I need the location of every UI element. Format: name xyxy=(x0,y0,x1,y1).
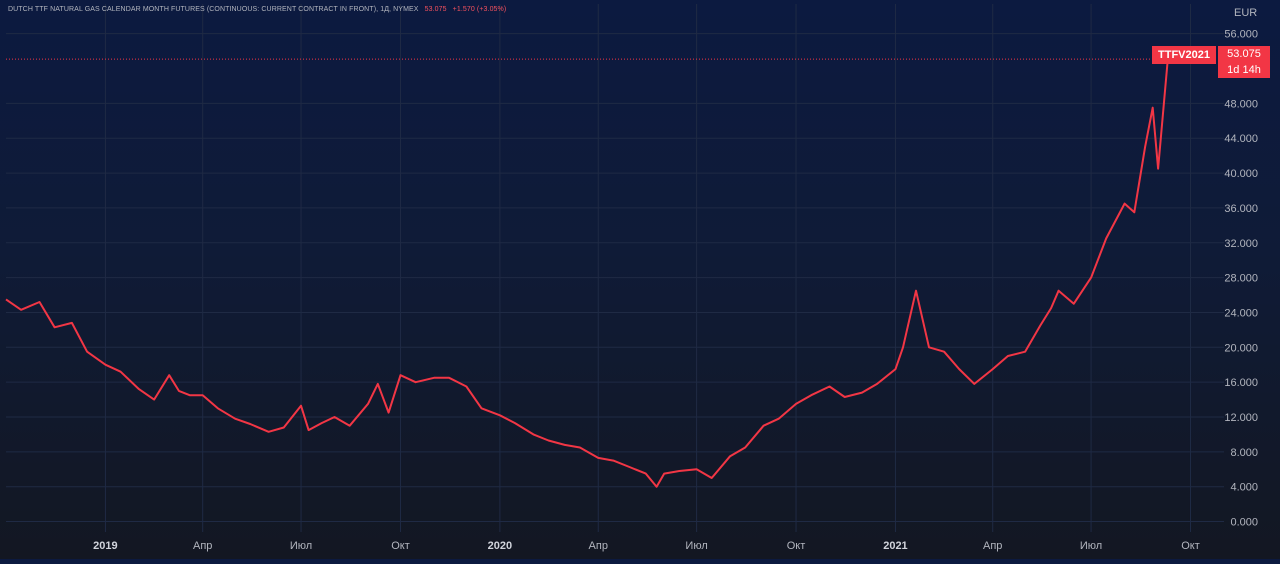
y-tick-label: 28.000 xyxy=(1224,273,1258,285)
symbol-price-tag: TTFV2021 xyxy=(1152,46,1216,64)
y-tick-label: 40.000 xyxy=(1224,168,1258,180)
price-change: +1.570 (+3.05%) xyxy=(452,6,507,13)
x-tick-label: Окт xyxy=(1181,540,1200,552)
last-price-tag: 53.075 1d 14h xyxy=(1218,46,1270,78)
y-tick-label: 48.000 xyxy=(1224,98,1258,110)
chart-title: DUTCH TTF NATURAL GAS CALENDAR MONTH FUT… xyxy=(8,6,506,13)
x-tick-label: Апр xyxy=(983,540,1002,552)
x-tick-label: 2019 xyxy=(93,540,117,552)
bar-countdown: 1d 14h xyxy=(1227,64,1261,76)
x-tick-label: Окт xyxy=(391,540,410,552)
x-tick-label: Июл xyxy=(1080,540,1102,552)
x-tick-label: 2020 xyxy=(488,540,512,552)
x-tick-label: Июл xyxy=(290,540,312,552)
y-tick-label: 32.000 xyxy=(1224,238,1258,250)
y-tick-label: 0.000 xyxy=(1230,517,1258,529)
x-tick-label: Окт xyxy=(787,540,806,552)
last-price-value: 53.075 xyxy=(1227,48,1261,60)
x-tick-label: Апр xyxy=(589,540,608,552)
last-value: 53.075 xyxy=(424,6,447,13)
y-tick-label: 36.000 xyxy=(1224,203,1258,215)
x-tick-label: 2021 xyxy=(883,540,907,552)
y-tick-label: 12.000 xyxy=(1224,412,1258,424)
y-tick-label: 8.000 xyxy=(1230,447,1258,459)
y-tick-label: 20.000 xyxy=(1224,342,1258,354)
grid-lines xyxy=(6,4,1224,532)
y-tick-label: 4.000 xyxy=(1230,482,1258,494)
y-tick-label: 16.000 xyxy=(1224,377,1258,389)
x-tick-label: Июл xyxy=(685,540,707,552)
price-scale[interactable]: 0.000 4.000 8.000 12.000 16.000 20.000 24.000 2… xyxy=(1224,29,1258,529)
series-line-ttf xyxy=(5,59,1169,488)
symbol-description: DUTCH TTF NATURAL GAS CALENDAR MONTH FUT… xyxy=(8,6,419,13)
time-scale[interactable]: 2019 Апр Июл Окт 2020 Апр Июл Окт 2021 Апр Июл Окт xyxy=(93,540,1200,552)
y-tick-label: 56.000 xyxy=(1224,29,1258,41)
currency-unit: EUR xyxy=(1234,7,1258,19)
y-tick-label: 44.000 xyxy=(1224,133,1258,145)
y-tick-label: 24.000 xyxy=(1224,307,1258,319)
x-tick-label: Апр xyxy=(193,540,212,552)
